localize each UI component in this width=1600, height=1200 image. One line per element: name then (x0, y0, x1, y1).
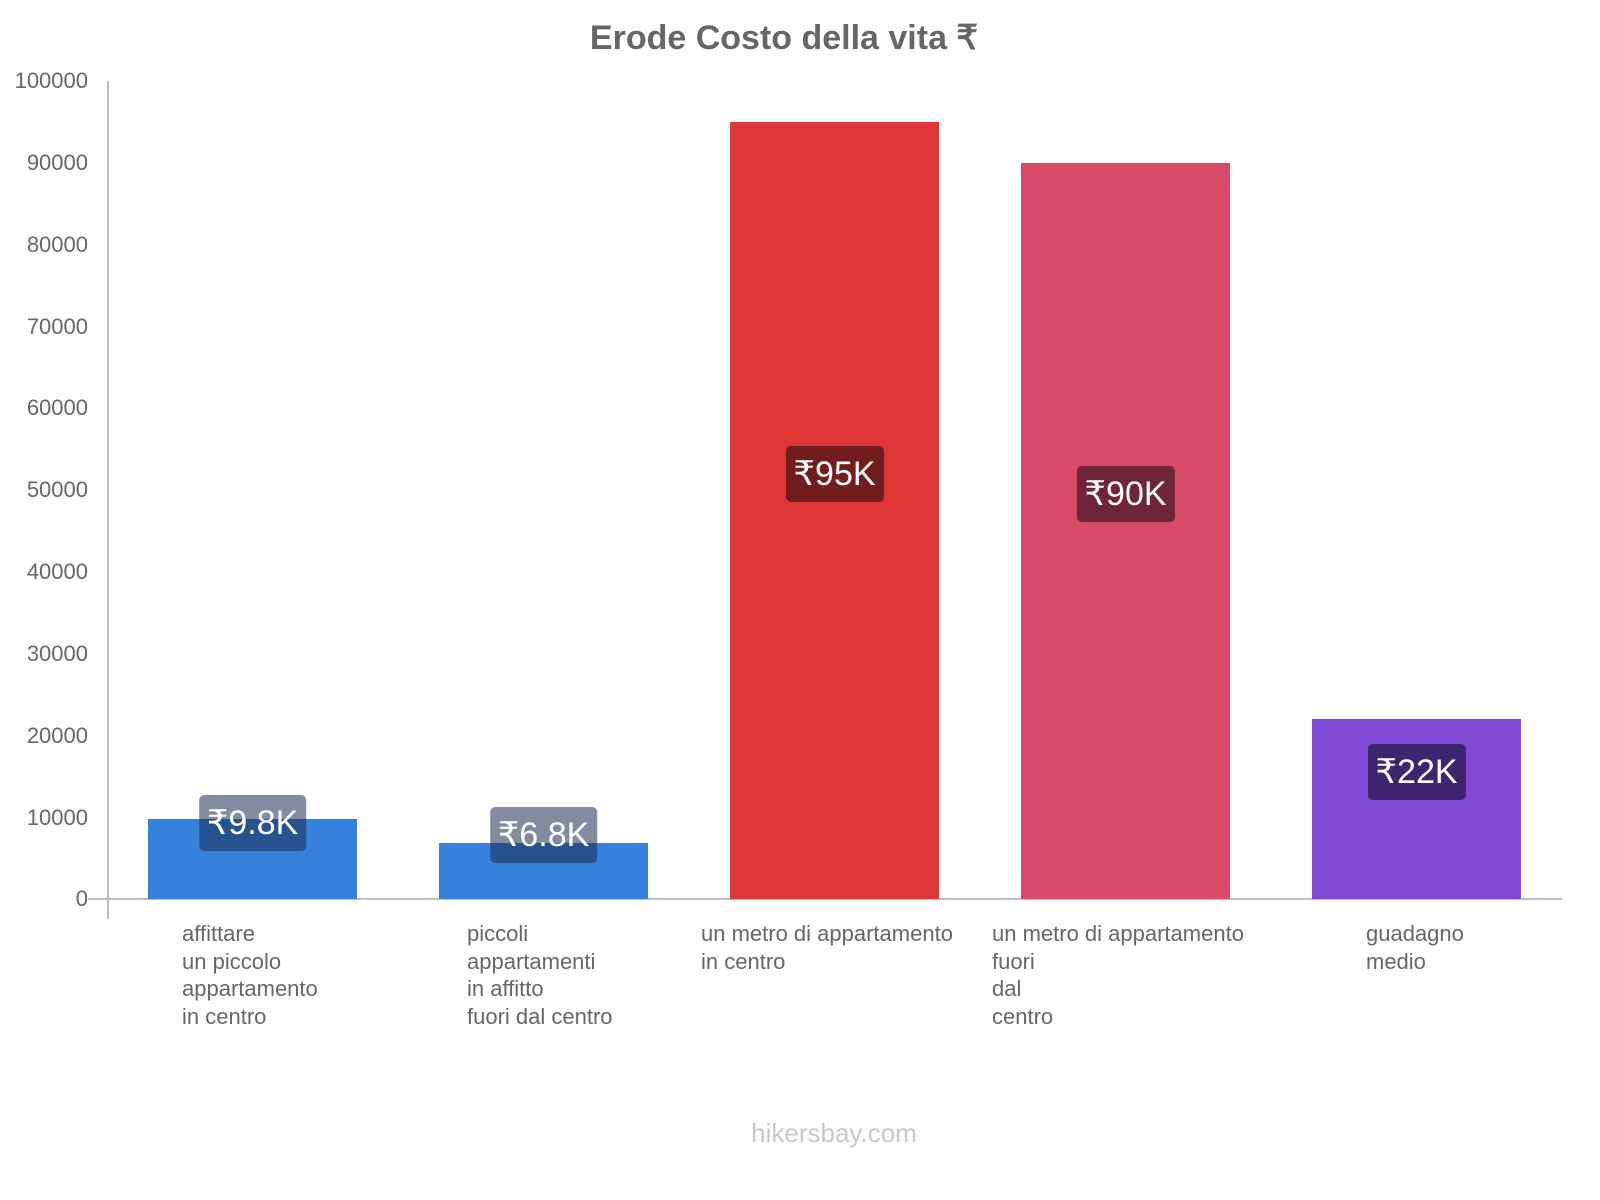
category-label: affittare un piccolo appartamento in cen… (182, 920, 318, 1030)
category-label-line: appartamenti (467, 948, 596, 974)
category-label-line: centro (992, 1003, 1054, 1029)
category-label-line: guadagno (1366, 921, 1464, 946)
category-label-line: in affitto (467, 976, 544, 1001)
x-axis-line (88, 898, 1562, 900)
category-label: guadagno medio (1366, 920, 1464, 975)
category-label-line: un metro di appartamento (992, 921, 1244, 946)
y-tick: 40000 (26, 559, 88, 584)
y-tick: 90000 (26, 150, 88, 175)
category-label-line: in centro (701, 948, 786, 974)
y-tick: 60000 (26, 395, 88, 420)
category-label-line: un piccolo (182, 948, 282, 974)
category-label-line: appartamento (182, 976, 318, 1001)
y-axis-line (107, 81, 109, 919)
category-label: piccoli appartamenti in affitto fuori da… (467, 920, 613, 1030)
chart-title: Erode Costo della vita ₹ (589, 19, 979, 57)
y-tick: 30000 (26, 641, 88, 666)
y-tick: 100000 (14, 68, 88, 93)
bar-value-label: ₹6.8K (489, 807, 598, 863)
bar-value-label: ₹90K (1076, 466, 1175, 522)
bar (730, 121, 939, 899)
y-tick: 0 (75, 886, 88, 911)
category-label: un metro di appartamento fuori dal centr… (992, 920, 1244, 1030)
category-label-line: in centro (182, 1003, 267, 1029)
category-label-line: piccoli (467, 921, 529, 946)
category-label-line: fuori (992, 948, 1035, 974)
category-label-line: dal (992, 976, 1022, 1001)
bar-value-label: ₹95K (785, 446, 884, 502)
category-label-line: fuori dal centro (467, 1003, 613, 1029)
bar-value-label: ₹9.8K (198, 795, 307, 851)
category-label: un metro di appartamento in centro (701, 920, 953, 975)
y-tick: 80000 (26, 232, 88, 257)
bar (1021, 162, 1230, 899)
y-tick: 70000 (26, 314, 88, 339)
y-tick: 50000 (26, 477, 88, 502)
watermark: hikersbay.com (751, 1118, 917, 1148)
y-tick: 20000 (26, 723, 88, 748)
category-label-line: un metro di appartamento (701, 921, 953, 946)
category-label-line: medio (1366, 948, 1426, 974)
bar-value-label: ₹22K (1367, 744, 1466, 800)
category-label-line: affittare (182, 921, 255, 946)
y-tick: 10000 (26, 805, 88, 830)
